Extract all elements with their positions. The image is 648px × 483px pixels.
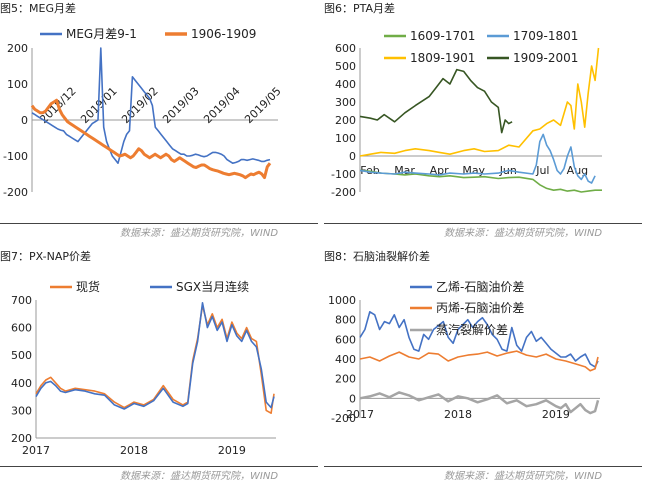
legend-label: 乙烯-石脑油价差 <box>436 280 524 294</box>
series-line <box>30 98 272 180</box>
divider <box>324 466 642 467</box>
data-source-note: 数据来源：盛达期货研究院，WIND <box>444 471 603 482</box>
series-line <box>359 133 596 184</box>
y-tick-label: 300 <box>11 404 32 417</box>
y-tick-label: 0 <box>349 150 356 163</box>
y-tick-label: 400 <box>11 377 32 390</box>
legend-label: 丙烯-石脑油价差 <box>436 301 524 315</box>
data-source-note: 数据来源：盛达期货研究院，WIND <box>120 471 279 482</box>
y-tick-label: 500 <box>335 60 356 73</box>
y-tick-label: -200 <box>3 186 28 199</box>
y-tick-label: -200 <box>331 186 356 199</box>
chart-panel-px-nap: 图7：PX-NAP价差 200 300 400 500 600 700 2017 2018 20… <box>0 248 324 483</box>
legend-label: 蒸汽裂解价差 <box>436 322 508 337</box>
legend-label: MEG月差9-1 <box>66 27 137 41</box>
x-tick-label: Aug <box>567 164 588 177</box>
chart-title: 图5：MEG月差 <box>0 2 76 15</box>
series-line <box>31 47 271 164</box>
y-tick-label: -100 <box>331 168 356 181</box>
series-line <box>359 47 600 157</box>
chart-title: 图6：PTA月差 <box>324 2 396 15</box>
y-tick-label: 0 <box>21 114 28 127</box>
y-tick-label: 400 <box>335 353 356 366</box>
chart-panel-pta: 图6：PTA月差 -200 -100 0 100 200 300 400 500 600 Feb M… <box>324 0 648 241</box>
series-line <box>359 391 600 415</box>
y-tick-label: 400 <box>335 78 356 91</box>
divider <box>324 223 642 224</box>
y-tick-label: -100 <box>3 150 28 163</box>
y-tick-label: 200 <box>335 373 356 386</box>
divider <box>0 223 318 224</box>
legend-label: 1609-1701 <box>410 29 475 43</box>
y-tick-label: 200 <box>335 114 356 127</box>
y-tick-label: 1000 <box>328 294 356 307</box>
y-tick-label: -200 <box>331 412 356 425</box>
x-tick-label: 2017 <box>22 444 50 457</box>
y-tick-label: 200 <box>11 432 32 445</box>
series-line <box>35 304 275 414</box>
series-line <box>359 68 513 134</box>
y-tick-label: 100 <box>335 132 356 145</box>
y-tick-label: 700 <box>11 294 32 307</box>
y-tick-label: 800 <box>335 314 356 327</box>
legend-label: SGX当月连续 <box>176 279 249 294</box>
x-tick-label: Jul <box>535 164 549 177</box>
y-tick-label: 200 <box>7 42 28 55</box>
x-tick-label: May <box>462 164 485 177</box>
chart-px-nap-spread: 200 300 400 500 600 700 2017 2018 2019 现货 SGX当月连续 <box>11 279 276 457</box>
y-tick-label: 600 <box>11 322 32 335</box>
y-tick-label: 600 <box>335 42 356 55</box>
chart-panel-naphtha-crack: 图8：石脑油裂解价差 -200 0 200 400 600 800 1000 2017 2018… <box>324 248 648 483</box>
y-tick-label: 300 <box>335 96 356 109</box>
y-tick-label: 500 <box>11 349 32 362</box>
legend-label: 现货 <box>76 279 100 294</box>
x-tick-label: 2019 <box>542 408 570 421</box>
legend-label: 1709-1801 <box>513 29 578 43</box>
chart-naphtha-crack-spread: -200 0 200 400 600 800 1000 2017 2018 2019 乙烯-石脑油价… <box>328 280 600 425</box>
chart-panel-meg: 图5：MEG月差 -200 -100 0 100 200 2018/12 2019/01 20… <box>0 0 324 241</box>
x-tick-label: 2017 <box>346 408 374 421</box>
data-source-note: 数据来源：盛达期货研究院，WIND <box>444 228 603 239</box>
x-tick-label: 2018 <box>444 408 472 421</box>
data-source-note: 数据来源：盛达期货研究院，WIND <box>120 228 279 239</box>
series-line <box>359 350 599 372</box>
chart-title: 图8：石脑油裂解价差 <box>324 250 430 263</box>
y-tick-label: 600 <box>335 333 356 346</box>
x-tick-label: 2018 <box>120 444 148 457</box>
y-tick-label: 100 <box>7 78 28 91</box>
legend-label: 1909-2001 <box>513 51 578 65</box>
y-tick-label: 0 <box>349 392 356 405</box>
divider <box>0 466 318 467</box>
series-line <box>359 169 602 193</box>
chart-title: 图7：PX-NAP价差 <box>0 250 91 263</box>
x-tick-label: 2019 <box>218 444 246 457</box>
series-line <box>35 302 275 410</box>
series-line <box>359 311 599 368</box>
legend-label: 1809-1901 <box>410 51 475 65</box>
legend-label: 1906-1909 <box>191 27 256 41</box>
